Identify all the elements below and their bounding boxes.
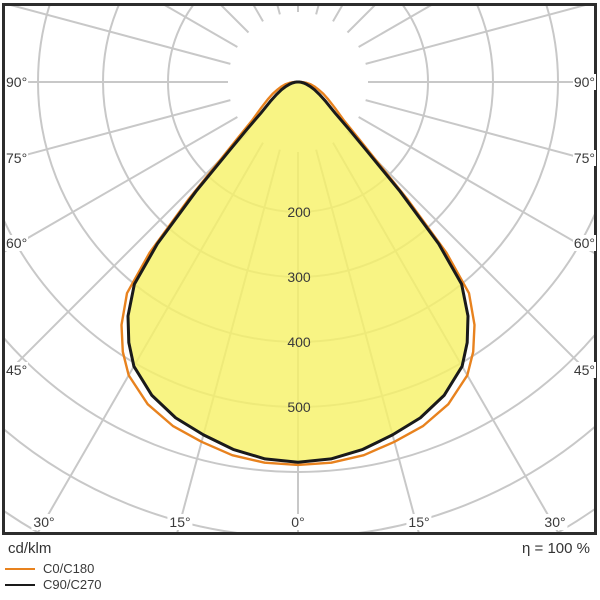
angle-label-right-60: 60°	[572, 235, 596, 251]
efficiency-label: η = 100 %	[522, 540, 590, 557]
ring-label-500: 500	[287, 399, 311, 415]
unit-label: cd/klm	[8, 540, 52, 557]
ring-label-200: 200	[287, 204, 311, 220]
ring-label-400: 400	[287, 334, 311, 350]
legend-line-c0-c180-icon	[5, 568, 35, 570]
angle-label-left-60: 60°	[5, 235, 29, 251]
angle-label-bottom-15-left: 15°	[167, 514, 193, 530]
legend-label-c90-c270: C90/C270	[43, 577, 102, 592]
angle-label-bottom-15-right: 15°	[406, 514, 432, 530]
angle-label-left-45: 45°	[5, 362, 29, 378]
angle-label-right-45: 45°	[572, 362, 596, 378]
angle-label-bottom-30-left: 30°	[31, 514, 57, 530]
angle-label-bottom-30-right: 30°	[542, 514, 568, 530]
angle-label-left-75: 75°	[5, 150, 29, 166]
legend-line-c90-c270-icon	[5, 584, 35, 586]
angle-label-bottom-0: 0°	[289, 514, 307, 530]
angle-label-left-90: 90°	[5, 74, 29, 90]
ring-label-300: 300	[287, 269, 311, 285]
legend-label-c0-c180: C0/C180	[43, 561, 95, 576]
angle-label-right-90: 90°	[572, 74, 596, 90]
angle-label-right-75: 75°	[572, 150, 596, 166]
